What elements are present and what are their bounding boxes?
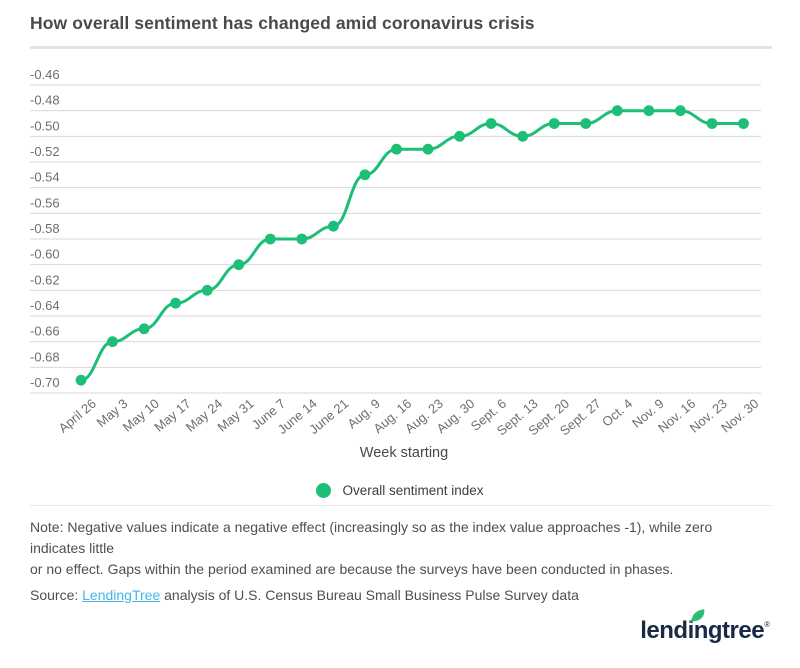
y-tick-label: -0.50 <box>30 118 60 133</box>
source-suffix: analysis of U.S. Census Bureau Small Bus… <box>160 587 579 603</box>
x-tick-label: April 26 <box>56 396 99 436</box>
logo-wordmark: lendingtree <box>640 617 765 644</box>
data-point <box>391 143 402 155</box>
lendingtree-link[interactable]: LendingTree <box>82 587 161 603</box>
x-tick-label: May 31 <box>214 396 256 435</box>
data-point <box>517 130 529 142</box>
source-line: Source: LendingTree analysis of U.S. Cen… <box>0 580 800 603</box>
data-point <box>643 105 655 117</box>
legend-divider <box>30 505 772 506</box>
y-tick-label: -0.60 <box>30 247 60 262</box>
page-title: How overall sentiment has changed amid c… <box>30 13 535 33</box>
y-tick-label: -0.46 <box>30 67 60 82</box>
data-point <box>201 284 213 296</box>
data-point <box>296 233 308 245</box>
data-point <box>706 118 718 129</box>
chart-area: -0.46 -0.48 -0.50 -0.52 -0.54 -0.56 -0.58 -0.60… <box>0 51 800 463</box>
y-tick-label: -0.58 <box>30 221 60 236</box>
data-point <box>170 297 182 309</box>
y-tick-label: -0.52 <box>30 144 60 159</box>
data-point <box>328 220 339 232</box>
x-tick-label: Oct. 4 <box>599 396 635 430</box>
sentiment-line <box>79 109 745 382</box>
data-point <box>107 336 118 348</box>
note-line-1: Note: Negative values indicate a negativ… <box>30 519 713 556</box>
chart-legend: Overall sentiment index <box>0 483 800 498</box>
data-point <box>422 143 434 155</box>
data-point <box>75 374 87 386</box>
lendingtree-logo: lendingtree® <box>640 609 770 644</box>
y-tick-label: -0.54 <box>30 170 60 185</box>
chart-header: How overall sentiment has changed amid c… <box>0 0 800 34</box>
data-point <box>359 169 371 181</box>
source-prefix: Source: <box>30 587 83 603</box>
data-point <box>738 118 749 129</box>
title-divider <box>30 46 772 49</box>
registered-mark: ® <box>764 620 770 629</box>
y-tick-label: -0.64 <box>30 298 60 313</box>
note-text: Note: Negative values indicate a negativ… <box>0 506 800 580</box>
y-tick-label: -0.62 <box>30 272 60 287</box>
y-tick-label: -0.66 <box>30 324 60 339</box>
note-line-2: or no effect. Gaps within the period exa… <box>30 561 674 577</box>
legend-dot-icon <box>316 483 332 498</box>
x-axis-title: Week starting <box>360 445 448 461</box>
data-point <box>233 259 245 271</box>
data-point <box>138 323 150 335</box>
data-point <box>264 233 276 245</box>
y-tick-label: -0.48 <box>30 93 60 108</box>
data-point <box>611 105 623 117</box>
data-point <box>485 118 497 129</box>
data-point <box>454 130 465 142</box>
y-tick-label: -0.70 <box>30 375 60 390</box>
data-point <box>548 118 560 129</box>
legend-label: Overall sentiment index <box>342 483 484 498</box>
data-point <box>675 105 686 117</box>
footer: lendingtree® <box>0 603 800 643</box>
data-point <box>580 118 592 129</box>
sentiment-line-chart: -0.46 -0.48 -0.50 -0.52 -0.54 -0.56 -0.58 -0.60… <box>30 67 761 461</box>
y-tick-label: -0.68 <box>30 349 60 364</box>
y-tick-label: -0.56 <box>30 195 60 210</box>
leaf-icon <box>689 609 705 623</box>
